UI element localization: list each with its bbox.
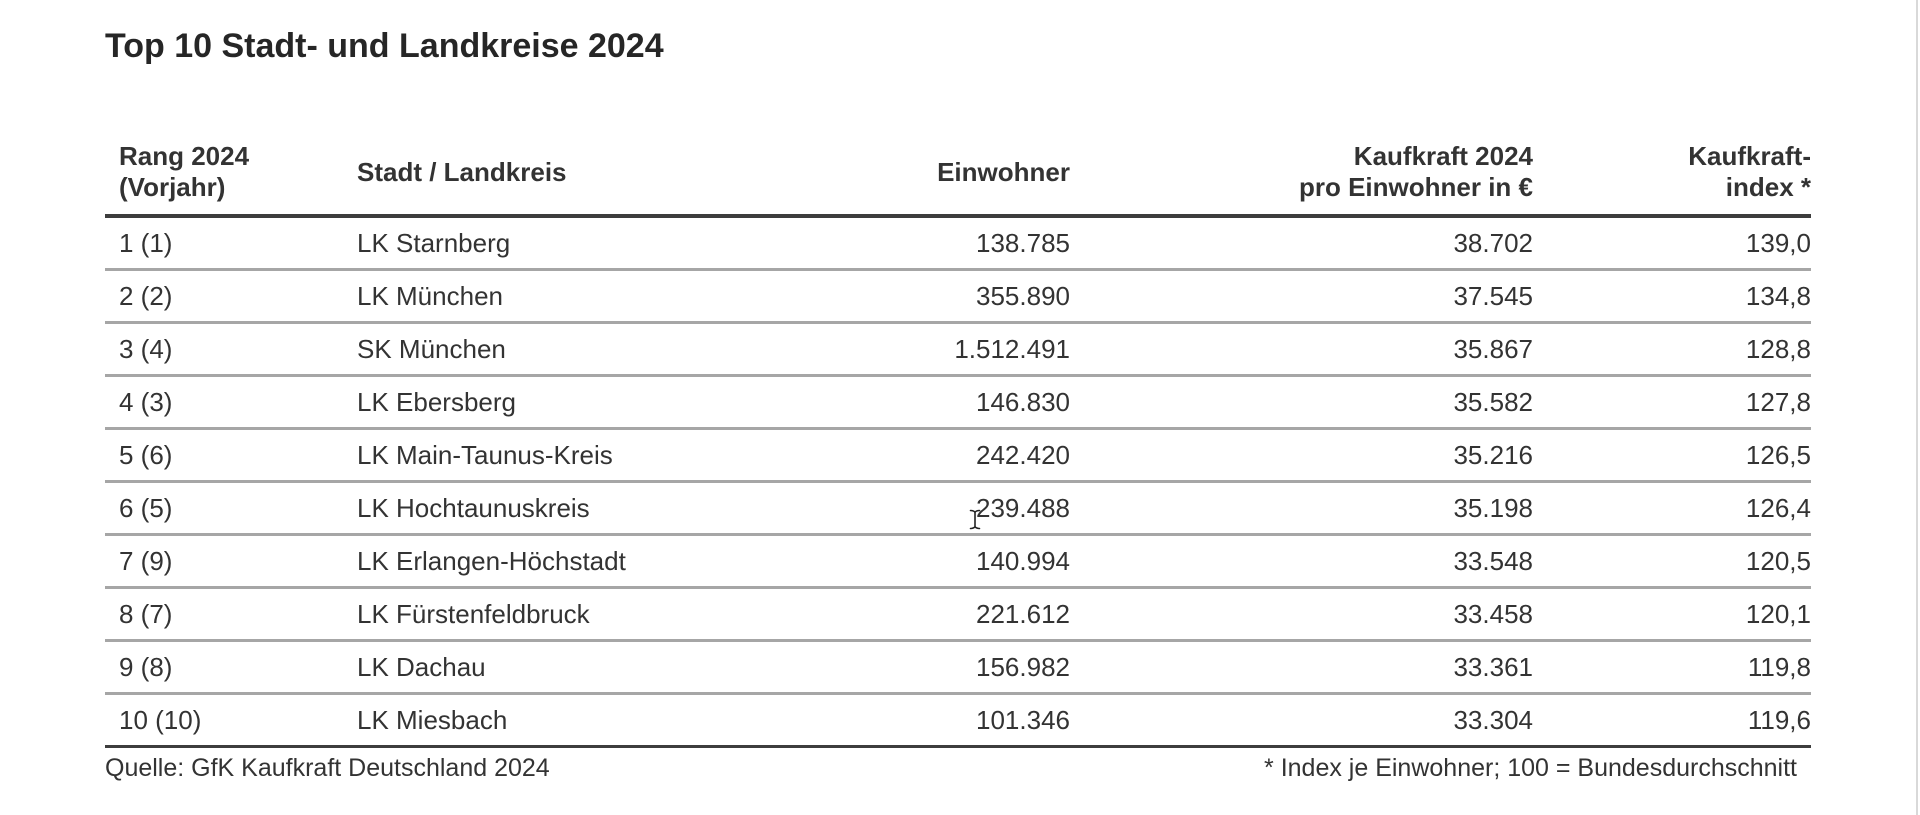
district-cell: LK Dachau [357, 640, 779, 695]
kaufkraft-cell: 33.304 [1070, 693, 1533, 748]
table-header: Rang 2024 (Vorjahr) Stadt / Landkreis Ei… [105, 130, 1811, 218]
col-header-kaufkraft-line1: Kaufkraft 2024 [1353, 141, 1533, 171]
kaufkraft-cell: 33.548 [1070, 534, 1533, 589]
text-cursor-icon [969, 509, 981, 535]
col-header-einwohner-line1: Einwohner [937, 156, 1070, 187]
index-cell: 127,8 [1533, 375, 1811, 430]
table-body: 1 (1) LK Starnberg 138.785 38.702 139,0 … [105, 216, 1811, 748]
einwohner-cell: 156.982 [779, 640, 1070, 695]
district-cell: LK Miesbach [357, 693, 779, 748]
rank-cell: 1 (1) [105, 216, 357, 271]
table-footer: Quelle: GfK Kaufkraft Deutschland 2024 *… [105, 754, 1797, 783]
einwohner-cell: 138.785 [779, 216, 1070, 271]
district-cell: LK München [357, 269, 779, 324]
col-header-rank: Rang 2024 (Vorjahr) [105, 130, 357, 218]
rank-cell: 9 (8) [105, 640, 357, 695]
col-header-kaufkraft: Kaufkraft 2024 pro Einwohner in € [1070, 130, 1533, 218]
kaufkraft-table: Rang 2024 (Vorjahr) Stadt / Landkreis Ei… [105, 130, 1811, 748]
page-edge-divider [1916, 0, 1918, 815]
einwohner-cell: 101.346 [779, 693, 1070, 748]
district-cell: LK Erlangen-Höchstadt [357, 534, 779, 589]
col-header-rank-line2: (Vorjahr) [119, 172, 226, 202]
rank-cell: 10 (10) [105, 693, 357, 748]
table-row: 1 (1) LK Starnberg 138.785 38.702 139,0 [105, 216, 1811, 271]
district-cell: LK Main-Taunus-Kreis [357, 428, 779, 483]
einwohner-cell: 146.830 [779, 375, 1070, 430]
rank-cell: 5 (6) [105, 428, 357, 483]
kaufkraft-cell: 35.198 [1070, 481, 1533, 536]
col-header-einwohner: Einwohner [779, 130, 1070, 218]
index-footnote: * Index je Einwohner; 100 = Bundesdurchs… [1264, 754, 1797, 782]
index-cell: 134,8 [1533, 269, 1811, 324]
rank-cell: 8 (7) [105, 587, 357, 642]
table-row: 5 (6) LK Main-Taunus-Kreis 242.420 35.21… [105, 428, 1811, 483]
source-note: Quelle: GfK Kaufkraft Deutschland 2024 [105, 754, 550, 782]
einwohner-cell: 242.420 [779, 428, 1070, 483]
table-row: 9 (8) LK Dachau 156.982 33.361 119,8 [105, 640, 1811, 695]
kaufkraft-cell: 37.545 [1070, 269, 1533, 324]
index-cell: 139,0 [1533, 216, 1811, 271]
district-cell: LK Ebersberg [357, 375, 779, 430]
index-cell: 126,5 [1533, 428, 1811, 483]
rank-cell: 6 (5) [105, 481, 357, 536]
kaufkraft-cell: 33.361 [1070, 640, 1533, 695]
page-title: Top 10 Stadt- und Landkreise 2024 [105, 27, 664, 65]
index-cell: 126,4 [1533, 481, 1811, 536]
kaufkraft-cell: 38.702 [1070, 216, 1533, 271]
rank-cell: 7 (9) [105, 534, 357, 589]
index-cell: 119,6 [1533, 693, 1811, 748]
col-header-rank-line1: Rang 2024 [119, 141, 250, 171]
table-row: 3 (4) SK München 1.512.491 35.867 128,8 [105, 322, 1811, 377]
table-row: 6 (5) LK Hochtaunuskreis 239.488 35.198 … [105, 481, 1811, 536]
col-header-district-line1: Stadt / Landkreis [357, 156, 567, 187]
table-row: 4 (3) LK Ebersberg 146.830 35.582 127,8 [105, 375, 1811, 430]
table-row: 7 (9) LK Erlangen-Höchstadt 140.994 33.5… [105, 534, 1811, 589]
kaufkraft-cell: 35.867 [1070, 322, 1533, 377]
rank-cell: 2 (2) [105, 269, 357, 324]
col-header-district: Stadt / Landkreis [357, 130, 779, 218]
index-cell: 119,8 [1533, 640, 1811, 695]
col-header-index-line2: index * [1725, 172, 1811, 202]
index-cell: 120,1 [1533, 587, 1811, 642]
rank-cell: 4 (3) [105, 375, 357, 430]
district-cell: LK Fürstenfeldbruck [357, 587, 779, 642]
rank-cell: 3 (4) [105, 322, 357, 377]
col-header-kaufkraft-line2: pro Einwohner in € [1298, 172, 1533, 202]
kaufkraft-cell: 35.582 [1070, 375, 1533, 430]
kaufkraft-cell: 33.458 [1070, 587, 1533, 642]
einwohner-cell: 355.890 [779, 269, 1070, 324]
col-header-index: Kaufkraft- index * [1533, 130, 1811, 218]
content-area: Top 10 Stadt- und Landkreise 2024 Rang 2… [105, 25, 1811, 783]
einwohner-cell: 239.488 [779, 481, 1070, 536]
einwohner-cell: 1.512.491 [779, 322, 1070, 377]
header-row: Rang 2024 (Vorjahr) Stadt / Landkreis Ei… [105, 130, 1811, 218]
index-cell: 128,8 [1533, 322, 1811, 377]
index-cell: 120,5 [1533, 534, 1811, 589]
district-cell: LK Hochtaunuskreis [357, 481, 779, 536]
kaufkraft-cell: 35.216 [1070, 428, 1533, 483]
einwohner-cell: 140.994 [779, 534, 1070, 589]
district-cell: LK Starnberg [357, 216, 779, 271]
district-cell: SK München [357, 322, 779, 377]
table-row: 8 (7) LK Fürstenfeldbruck 221.612 33.458… [105, 587, 1811, 642]
einwohner-cell: 221.612 [779, 587, 1070, 642]
table-row: 10 (10) LK Miesbach 101.346 33.304 119,6 [105, 693, 1811, 748]
col-header-index-line1: Kaufkraft- [1688, 141, 1811, 171]
table-row: 2 (2) LK München 355.890 37.545 134,8 [105, 269, 1811, 324]
